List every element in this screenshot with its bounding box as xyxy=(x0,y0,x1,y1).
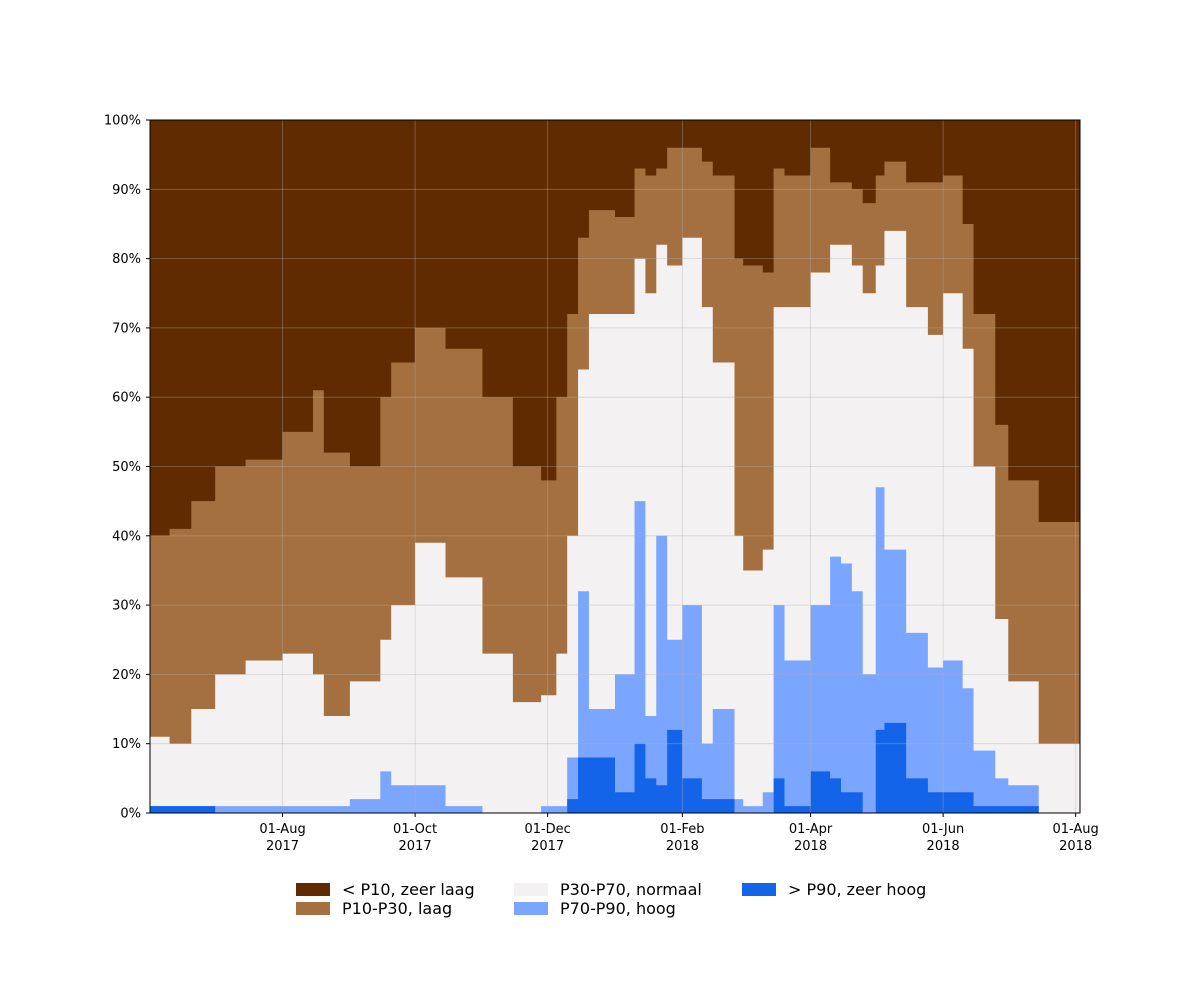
area-p70-p90-hoog xyxy=(150,487,1080,813)
y-tick-label: 90% xyxy=(112,183,141,198)
x-tick-label: 01-Dec xyxy=(524,822,570,837)
legend: < P10, zeer laag P10-P30, laag P30-P70, … xyxy=(296,880,1016,924)
legend-item-laag: P10-P30, laag xyxy=(296,899,452,918)
y-tick-label: 10% xyxy=(112,737,141,752)
x-tick-label: 01-Jun xyxy=(922,822,964,837)
legend-swatch-laag xyxy=(296,902,330,915)
y-tick-label: 100% xyxy=(104,114,141,129)
y-tick-label: 80% xyxy=(112,252,141,267)
y-tick-label: 70% xyxy=(112,321,141,336)
x-tick-label: 01-Oct xyxy=(393,822,437,837)
legend-item-zeer-laag: < P10, zeer laag xyxy=(296,880,475,899)
x-axis: 01-Aug 2017 01-Oct 2017 01-Dec 2017 01-Feb 2018… xyxy=(259,813,1099,854)
legend-label-normaal: P30-P70, normaal xyxy=(560,880,702,899)
legend-label-laag: P10-P30, laag xyxy=(342,899,453,918)
legend-label-zeer-hoog: > P90, zeer hoog xyxy=(788,880,927,899)
x-tick-year: 2017 xyxy=(531,839,564,854)
legend-swatch-zeer-hoog xyxy=(742,883,776,896)
x-tick-year: 2017 xyxy=(266,839,299,854)
legend-swatch-zeer-laag xyxy=(296,883,330,896)
x-tick-label: 01-Apr xyxy=(789,822,833,837)
y-tick-label: 50% xyxy=(112,460,141,475)
x-tick-year: 2018 xyxy=(666,839,699,854)
y-tick-label: 0% xyxy=(120,807,141,822)
x-tick-label: 01-Feb xyxy=(660,822,704,837)
y-tick-label: 60% xyxy=(112,391,141,406)
legend-item-zeer-hoog: > P90, zeer hoog xyxy=(742,880,926,899)
legend-item-hoog: P70-P90, hoog xyxy=(514,899,676,918)
legend-label-zeer-laag: < P10, zeer laag xyxy=(342,880,475,899)
x-tick-year: 2018 xyxy=(1059,839,1092,854)
legend-item-normaal: P30-P70, normaal xyxy=(514,880,702,899)
area-p90-zeer-hoog xyxy=(150,722,1080,813)
grid-lines xyxy=(150,120,1080,813)
y-tick-label: 20% xyxy=(112,668,141,683)
x-tick-year: 2017 xyxy=(399,839,432,854)
x-tick-year: 2018 xyxy=(794,839,827,854)
y-tick-label: 40% xyxy=(112,529,141,544)
x-tick-label: 01-Aug xyxy=(259,822,305,837)
legend-label-hoog: P70-P90, hoog xyxy=(560,899,676,918)
legend-swatch-normaal xyxy=(514,883,548,896)
x-tick-year: 2018 xyxy=(927,839,960,854)
y-tick-label: 30% xyxy=(112,599,141,614)
area-layers xyxy=(150,120,1080,814)
y-axis: 0% 10% 20% 30% 40% 50% 60% 70% 80% 90% 100% xyxy=(104,114,150,822)
legend-swatch-hoog xyxy=(514,902,548,915)
x-tick-label: 01-Aug xyxy=(1052,822,1098,837)
